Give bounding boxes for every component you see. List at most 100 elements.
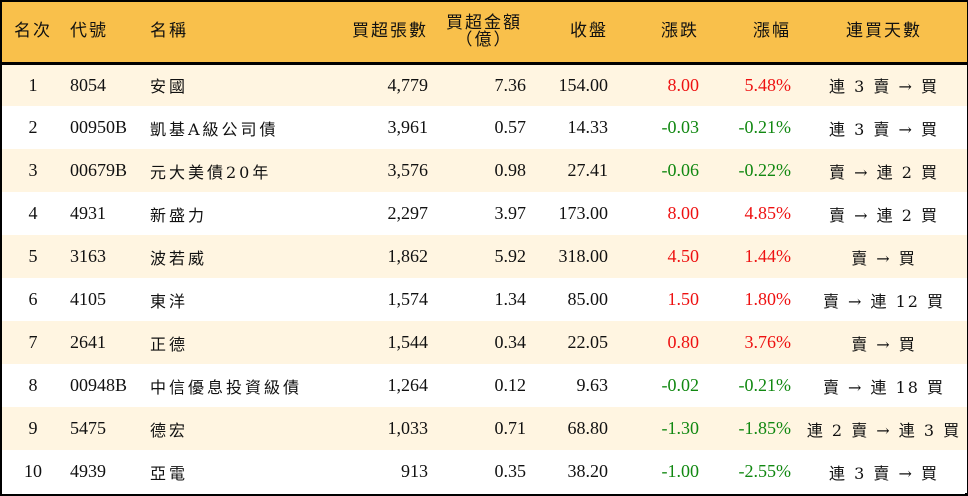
cell-close: 154.00: [558, 74, 609, 95]
cell-close: 9.63: [576, 375, 609, 395]
table-header-row: 名次 代號 名稱 買超張數 買超金額 （億） 收盤 漲跌 漲幅 連買天數: [2, 2, 967, 63]
cell-net-buy-amount: 0.34: [494, 332, 527, 352]
table-row[interactable]: 8 00948B 中信優息投資級債 1,264 0.12 9.63 -0.02 …: [2, 364, 967, 407]
header-close[interactable]: 收盤: [570, 21, 608, 42]
cell-rank: 4: [28, 203, 38, 223]
cell-change: 8.00: [667, 203, 700, 223]
cell-name[interactable]: 德宏: [150, 420, 189, 440]
cell-net-buy-amount: 0.12: [494, 375, 527, 395]
cell-code[interactable]: 4105: [70, 289, 106, 309]
cell-rank: 9: [28, 418, 38, 438]
cell-code[interactable]: 00950B: [70, 117, 128, 137]
cell-change-pct: -0.21%: [738, 117, 792, 137]
header-streak[interactable]: 連買天數: [846, 21, 922, 42]
cell-streak: 賣 → 連 18 買: [822, 377, 946, 397]
cell-net-buy-amount: 0.71: [494, 418, 527, 438]
cell-rank: 2: [28, 117, 38, 137]
cell-close: 68.80: [567, 418, 609, 438]
table-row[interactable]: 10 4939 亞電 913 0.35 38.20 -1.00 -2.55% 連…: [2, 450, 967, 493]
cell-change-pct: -0.22%: [738, 160, 792, 180]
cell-streak: 賣 → 連 12 買: [822, 291, 946, 311]
table-row[interactable]: 4 4931 新盛力 2,297 3.97 173.00 8.00 4.85% …: [2, 192, 967, 235]
table-row[interactable]: 7 2641 正德 1,544 0.34 22.05 0.80 3.76% 賣 …: [2, 321, 967, 364]
cell-net-buy-lots: 1,033: [387, 418, 429, 438]
table-row[interactable]: 9 5475 德宏 1,033 0.71 68.80 -1.30 -1.85% …: [2, 407, 967, 450]
cell-net-buy-lots: 1,544: [387, 332, 429, 352]
cell-streak: 連 3 賣 → 買: [829, 77, 939, 97]
cell-name[interactable]: 亞電: [150, 463, 189, 483]
cell-net-buy-amount: 1.34: [494, 289, 527, 309]
cell-net-buy-lots: 1,574: [387, 289, 429, 309]
cell-change-pct: 3.76%: [744, 332, 792, 352]
cell-streak: 賣 → 買: [851, 334, 917, 354]
cell-close: 38.20: [567, 461, 609, 481]
header-net-buy-lots[interactable]: 買超張數: [352, 21, 428, 42]
cell-net-buy-lots: 913: [401, 461, 428, 481]
cell-net-buy-lots: 3,576: [387, 160, 429, 180]
cell-change: -0.06: [661, 160, 700, 180]
cell-close: 22.05: [567, 332, 609, 352]
header-change-pct[interactable]: 漲幅: [753, 21, 791, 42]
cell-code[interactable]: 4939: [70, 461, 106, 481]
cell-rank: 5: [28, 246, 38, 266]
header-code[interactable]: 代號: [70, 21, 108, 42]
table-row[interactable]: 6 4105 東洋 1,574 1.34 85.00 1.50 1.80% 賣 …: [2, 278, 967, 321]
cell-name[interactable]: 安國: [150, 77, 189, 97]
cell-close: 27.41: [567, 160, 609, 180]
cell-name[interactable]: 東洋: [150, 291, 189, 311]
cell-change-pct: 5.48%: [744, 74, 792, 95]
cell-close: 318.00: [558, 246, 609, 266]
cell-rank: 3: [28, 160, 38, 180]
cell-name[interactable]: 元大美債20年: [150, 162, 272, 182]
header-rank[interactable]: 名次: [14, 21, 52, 42]
cell-name[interactable]: 正德: [150, 334, 189, 354]
cell-change: 4.50: [667, 246, 700, 266]
cell-net-buy-amount: 0.57: [494, 117, 527, 137]
cell-change-pct: 1.80%: [744, 289, 792, 309]
header-change[interactable]: 漲跌: [661, 21, 699, 42]
cell-code[interactable]: 2641: [70, 332, 106, 352]
cell-rank: 8: [28, 375, 38, 395]
cell-change: -1.30: [661, 418, 700, 438]
cell-rank: 6: [28, 289, 38, 309]
cell-name[interactable]: 波若威: [150, 248, 208, 268]
cell-code[interactable]: 5475: [70, 418, 106, 438]
cell-streak: 賣 → 連 2 買: [829, 205, 939, 225]
cell-change-pct: -0.21%: [738, 375, 792, 395]
cell-change: 1.50: [667, 289, 700, 309]
cell-streak: 連 3 賣 → 買: [829, 463, 939, 483]
cell-code[interactable]: 4931: [70, 203, 106, 223]
cell-change: 0.80: [667, 332, 700, 352]
table-row[interactable]: 3 00679B 元大美債20年 3,576 0.98 27.41 -0.06 …: [2, 149, 967, 192]
cell-change: -0.02: [661, 375, 700, 395]
cell-close: 14.33: [567, 117, 609, 137]
cell-name[interactable]: 中信優息投資級債: [150, 377, 303, 397]
cell-change-pct: 1.44%: [744, 246, 792, 266]
cell-code[interactable]: 3163: [70, 246, 106, 266]
cell-code[interactable]: 8054: [70, 74, 106, 95]
cell-change: -0.03: [661, 117, 700, 137]
header-name[interactable]: 名稱: [150, 21, 188, 42]
cell-net-buy-amount: 7.36: [494, 74, 527, 95]
header-net-buy-amount-line2: （億）: [455, 29, 513, 50]
cell-change: 8.00: [667, 74, 700, 95]
cell-net-buy-lots: 2,297: [387, 203, 429, 223]
cell-change-pct: -2.55%: [738, 461, 792, 481]
cell-code[interactable]: 00948B: [70, 375, 128, 395]
cell-streak: 連 3 賣 → 買: [829, 119, 939, 139]
cell-streak: 連 2 賣 → 連 3 買: [806, 420, 962, 440]
table-row[interactable]: 1 8054 安國 4,779 7.36 154.00 8.00 5.48% 連…: [2, 63, 967, 106]
cell-net-buy-amount: 0.98: [494, 160, 527, 180]
cell-streak: 賣 → 買: [851, 248, 917, 268]
cell-name[interactable]: 新盛力: [150, 205, 208, 225]
header-net-buy-amount[interactable]: 買超金額 （億）: [428, 2, 526, 63]
table-row[interactable]: 2 00950B 凱基A級公司債 3,961 0.57 14.33 -0.03 …: [2, 106, 967, 149]
cell-rank: 10: [24, 461, 42, 481]
cell-net-buy-lots: 4,779: [387, 74, 429, 95]
table-row[interactable]: 5 3163 波若威 1,862 5.92 318.00 4.50 1.44% …: [2, 235, 967, 278]
cell-name[interactable]: 凱基A級公司債: [150, 119, 279, 139]
cell-net-buy-lots: 1,862: [387, 246, 429, 266]
header-net-buy-amount-line1: 買超金額: [446, 12, 522, 33]
cell-code[interactable]: 00679B: [70, 160, 128, 180]
